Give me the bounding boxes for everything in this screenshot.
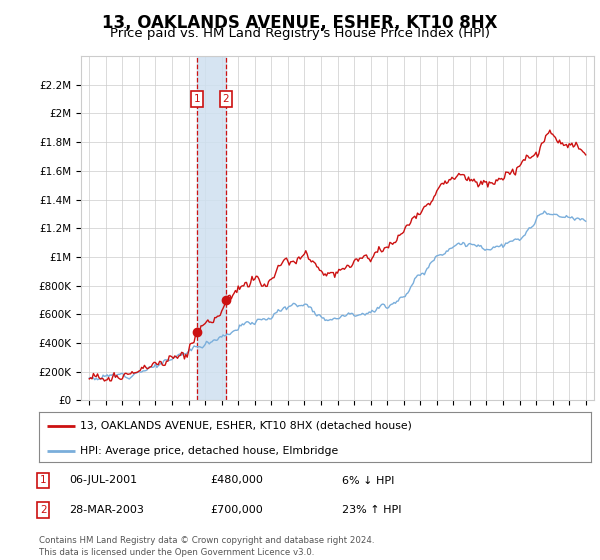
Bar (197, 56, 226, 400)
Text: 06-JUL-2001: 06-JUL-2001 (69, 475, 137, 486)
Text: 2: 2 (223, 94, 229, 104)
Text: 2: 2 (40, 505, 47, 515)
Text: 6% ↓ HPI: 6% ↓ HPI (342, 475, 394, 486)
Text: 13, OAKLANDS AVENUE, ESHER, KT10 8HX: 13, OAKLANDS AVENUE, ESHER, KT10 8HX (102, 14, 498, 32)
Text: HPI: Average price, detached house, Elmbridge: HPI: Average price, detached house, Elmb… (80, 446, 338, 456)
Text: £700,000: £700,000 (210, 505, 263, 515)
Text: 28-MAR-2003: 28-MAR-2003 (69, 505, 144, 515)
Text: 13, OAKLANDS AVENUE, ESHER, KT10 8HX (detached house): 13, OAKLANDS AVENUE, ESHER, KT10 8HX (de… (80, 421, 412, 431)
Text: 23% ↑ HPI: 23% ↑ HPI (342, 505, 401, 515)
Text: Price paid vs. HM Land Registry's House Price Index (HPI): Price paid vs. HM Land Registry's House … (110, 27, 490, 40)
Text: 1: 1 (40, 475, 47, 486)
Text: Contains HM Land Registry data © Crown copyright and database right 2024.
This d: Contains HM Land Registry data © Crown c… (39, 536, 374, 557)
Text: £480,000: £480,000 (210, 475, 263, 486)
Text: 1: 1 (194, 94, 200, 104)
